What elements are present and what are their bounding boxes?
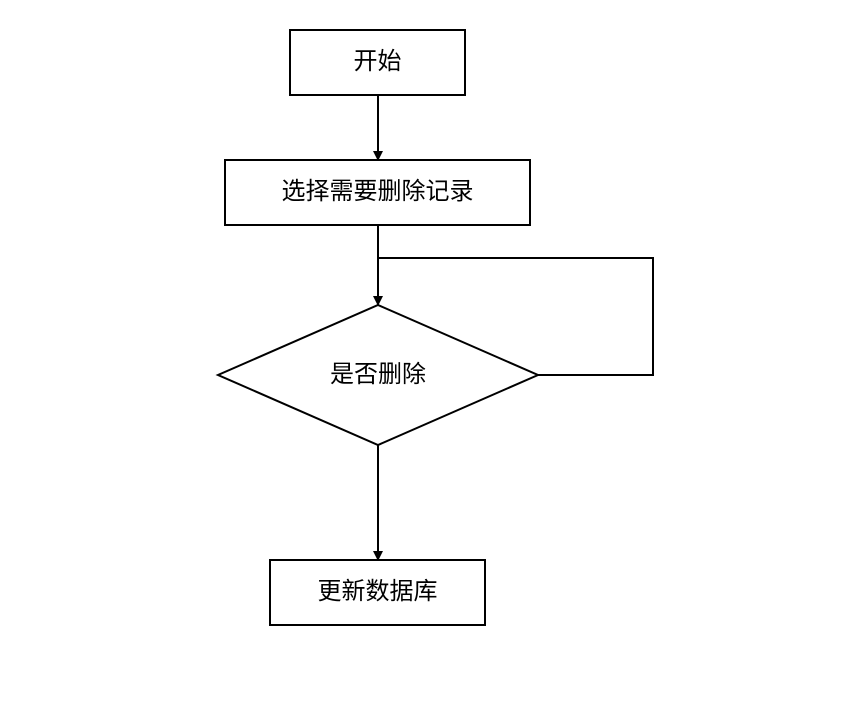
node-decision [218, 305, 538, 445]
node-start [290, 30, 465, 95]
node-select [225, 160, 530, 225]
node-update [270, 560, 485, 625]
flowchart-canvas [0, 0, 844, 710]
